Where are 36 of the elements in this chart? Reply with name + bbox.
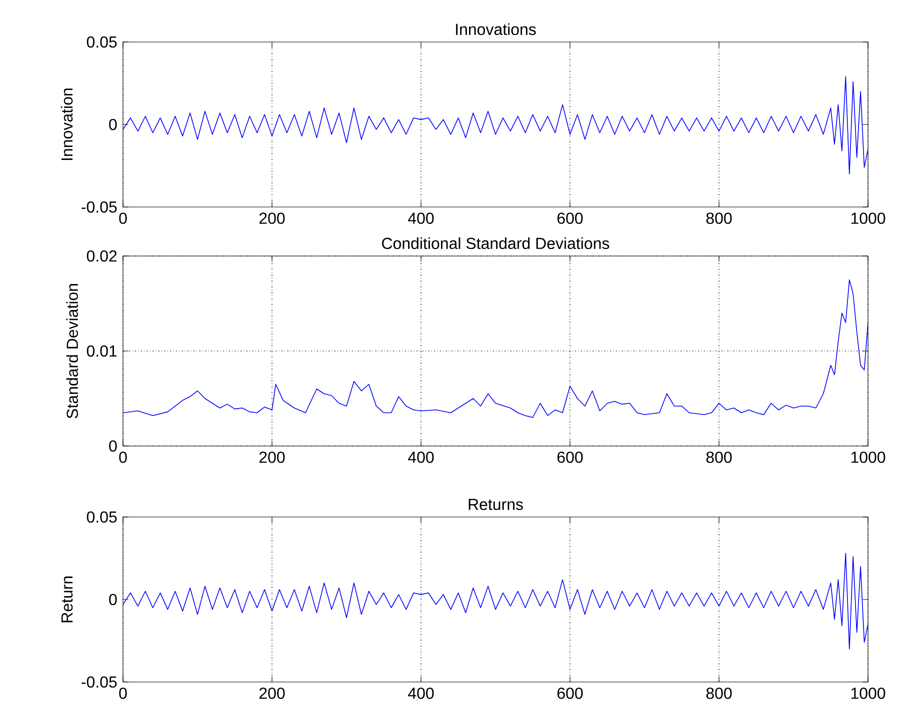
y-tick-label: 0.05 <box>86 36 117 48</box>
x-tick-label: 800 <box>706 688 732 699</box>
x-tick-label: 400 <box>408 452 434 463</box>
y-tick-label: 0.02 <box>86 250 117 262</box>
x-tick-label: 600 <box>557 212 583 224</box>
y-tick-label: 0.05 <box>86 511 117 523</box>
y-tick-label: 0 <box>109 118 117 130</box>
y-axis-title: Return <box>62 576 73 622</box>
y-axis-title: Innovation <box>60 88 73 160</box>
chart-title: Conditional Standard Deviations <box>382 237 610 250</box>
x-tick-label: 0 <box>119 688 127 699</box>
y-tick-label: -0.05 <box>82 676 117 688</box>
x-tick-label: 0 <box>119 212 127 224</box>
x-tick-label: 800 <box>706 212 732 224</box>
x-tick-label: 600 <box>557 452 583 463</box>
chart-title: Returns <box>468 498 523 510</box>
line-series <box>123 76 868 174</box>
x-tick-label: 400 <box>408 212 434 224</box>
y-axis-title: Standard Deviation <box>66 284 78 418</box>
x-tick-label: 200 <box>259 452 285 463</box>
y-tick-label: 0 <box>109 440 117 452</box>
x-tick-label: 1000 <box>851 688 886 699</box>
x-tick-label: 0 <box>119 452 127 463</box>
x-tick-label: 1000 <box>851 212 886 224</box>
x-tick-label: 400 <box>408 688 434 699</box>
x-tick-label: 600 <box>557 688 583 699</box>
chart-title: Innovations <box>456 23 536 36</box>
y-tick-label: 0 <box>109 594 117 606</box>
x-tick-label: 200 <box>259 688 285 699</box>
y-tick-label: 0.01 <box>86 345 117 357</box>
line-series <box>123 552 868 650</box>
x-tick-label: 800 <box>706 452 732 463</box>
x-tick-label: 200 <box>259 212 285 224</box>
line-series <box>123 279 868 418</box>
x-tick-label: 1000 <box>851 452 886 463</box>
y-tick-label: -0.05 <box>82 201 117 213</box>
